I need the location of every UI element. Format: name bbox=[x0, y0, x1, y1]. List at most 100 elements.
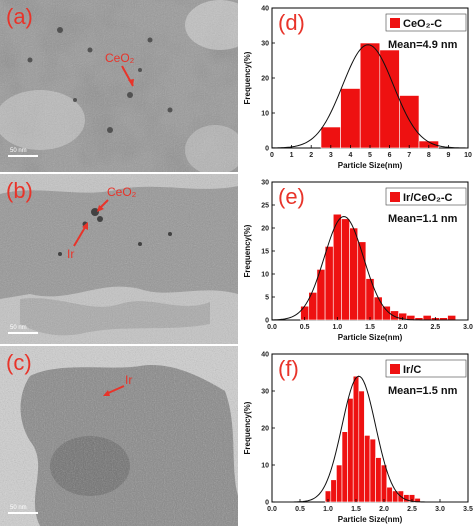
tem-label-ir-b: Ir bbox=[67, 247, 74, 261]
tem-tag-c: (c) bbox=[6, 350, 32, 375]
y-tick-label: 40 bbox=[261, 6, 269, 13]
histogram-bar bbox=[341, 431, 348, 503]
histogram-bar bbox=[373, 296, 383, 321]
legend-swatch bbox=[390, 192, 400, 202]
histogram-bar bbox=[340, 88, 361, 149]
histogram-bar bbox=[386, 486, 393, 503]
x-tick-label: 9 bbox=[446, 152, 450, 159]
mean-annotation: Mean=1.1 nm bbox=[388, 213, 458, 225]
histogram-f: 0.0 0.5 1.0 1.5 2.0 2.5 3.0 3.5 0 10 20 30 40 Particl… bbox=[240, 346, 474, 526]
histogram-e-svg: 0.0 0.5 1.0 1.5 2.0 2.5 3.0 0 5 10 15 20 25 30 Particl… bbox=[243, 180, 473, 343]
x-tick-label: 3.0 bbox=[435, 506, 445, 513]
x-tick-label: 7 bbox=[407, 152, 411, 159]
x-axis-title: Particle Size(nm) bbox=[338, 333, 403, 342]
mean-annotation: Mean=4.9 nm bbox=[388, 39, 458, 51]
histogram-bar bbox=[358, 390, 365, 503]
scale-text-a: 50 nm bbox=[10, 148, 27, 154]
histogram-f-svg: 0.0 0.5 1.0 1.5 2.0 2.5 3.0 3.5 0 10 20 30 40 Particl… bbox=[243, 352, 473, 525]
arrow-ir-c bbox=[105, 385, 125, 395]
y-tick-label: 30 bbox=[261, 180, 269, 187]
histogram-d-svg: 0 1 2 3 4 5 6 7 8 9 10 0 10 20 30 40 Particle Size(nm) Fr… bbox=[243, 6, 472, 171]
y-tick-label: 0 bbox=[265, 500, 269, 507]
scale-text-b: 50 nm bbox=[10, 325, 27, 331]
legend-label: CeO₂-C bbox=[403, 18, 442, 30]
y-tick-label: 5 bbox=[265, 295, 269, 302]
histogram-bar bbox=[347, 398, 354, 503]
panel-tag: (d) bbox=[278, 10, 305, 35]
histogram-bar bbox=[320, 126, 341, 149]
x-tick-label: 5 bbox=[368, 152, 372, 159]
y-tick-label: 15 bbox=[261, 249, 269, 256]
y-tick-label: 40 bbox=[261, 352, 269, 359]
gaussian-fit-curve bbox=[272, 375, 468, 503]
x-tick-label: 1.5 bbox=[351, 506, 361, 513]
x-tick-label: 2.0 bbox=[398, 324, 408, 331]
panel-tag: (e) bbox=[278, 184, 305, 209]
y-axis-title: Frequency(%) bbox=[243, 51, 252, 104]
x-tick-label: 1.0 bbox=[323, 506, 333, 513]
x-axis-title: Particle Size(nm) bbox=[338, 515, 403, 524]
x-tick-label: 1.0 bbox=[332, 324, 342, 331]
legend-box bbox=[385, 13, 467, 32]
scale-text-c: 50 nm bbox=[10, 505, 27, 511]
y-tick-label: 30 bbox=[261, 41, 269, 48]
tem-image-c: (c) Ir 50 nm bbox=[0, 346, 238, 526]
x-tick-label: 10 bbox=[464, 152, 472, 159]
y-tick-label: 30 bbox=[261, 389, 269, 396]
scale-bar-b bbox=[8, 332, 38, 334]
x-tick-label: 8 bbox=[427, 152, 431, 159]
tem-label-ir-c: Ir bbox=[125, 373, 132, 387]
x-tick-label: 0.5 bbox=[295, 506, 305, 513]
legend-swatch bbox=[390, 364, 400, 374]
x-tick-label: 0.5 bbox=[300, 324, 310, 331]
x-tick-label: 2.5 bbox=[407, 506, 417, 513]
y-tick-label: 20 bbox=[261, 426, 269, 433]
x-tick-label: 2.5 bbox=[430, 324, 440, 331]
histogram-bar bbox=[380, 464, 388, 503]
x-tick-label: 1 bbox=[290, 152, 294, 159]
histogram-bar bbox=[332, 213, 342, 321]
panel-tag: (f) bbox=[278, 356, 299, 381]
histogram-bar bbox=[349, 227, 359, 321]
tem-tag-a: (a) bbox=[6, 4, 33, 29]
x-tick-label: 3.5 bbox=[463, 506, 473, 513]
y-tick-label: 10 bbox=[261, 111, 269, 118]
y-axis-title: Frequency(%) bbox=[243, 401, 252, 454]
histogram-bar bbox=[399, 95, 420, 149]
histogram-bar bbox=[369, 438, 376, 503]
histogram-bar bbox=[336, 464, 343, 503]
x-tick-label: 0 bbox=[270, 152, 274, 159]
histogram-e: 0.0 0.5 1.0 1.5 2.0 2.5 3.0 0 5 10 15 20 25 30 Particl… bbox=[240, 174, 474, 344]
histogram-bar bbox=[375, 457, 382, 503]
tem-tag-b: (b) bbox=[6, 178, 33, 203]
x-tick-label: 6 bbox=[388, 152, 392, 159]
histogram-bar bbox=[341, 218, 350, 321]
histogram-bar bbox=[379, 49, 400, 149]
histogram-d: 0 1 2 3 4 5 6 7 8 9 10 0 10 20 30 40 Particle Size(nm) Fr… bbox=[240, 0, 474, 172]
y-tick-label: 25 bbox=[261, 203, 269, 210]
x-tick-label: 3 bbox=[329, 152, 333, 159]
legend-swatch bbox=[390, 18, 400, 28]
arrow-head-ir-c bbox=[103, 390, 110, 396]
tem-image-b: (b) CeO₂ Ir 50 nm bbox=[0, 174, 238, 344]
gaussian-fit-curve bbox=[271, 44, 469, 149]
y-tick-label: 10 bbox=[261, 272, 269, 279]
x-tick-label: 4 bbox=[348, 152, 352, 159]
y-tick-label: 0 bbox=[265, 318, 269, 325]
arrow-head-ceo2-a bbox=[128, 79, 134, 86]
y-tick-label: 20 bbox=[261, 226, 269, 233]
x-tick-label: 2 bbox=[309, 152, 313, 159]
y-tick-label: 0 bbox=[265, 146, 269, 153]
x-tick-label: 0.0 bbox=[267, 324, 277, 331]
scale-bar-a bbox=[8, 155, 38, 157]
x-axis-title: Particle Size(nm) bbox=[338, 161, 403, 170]
histogram-bar bbox=[359, 42, 381, 149]
legend-box bbox=[385, 187, 467, 206]
arrow-head-ceo2-b bbox=[97, 205, 104, 212]
arrow-head-ir-b bbox=[82, 222, 88, 230]
legend-box bbox=[385, 359, 467, 378]
tem-label-ceo2-b: CeO₂ bbox=[107, 185, 137, 199]
y-axis-title: Frequency(%) bbox=[243, 224, 252, 277]
x-tick-label: 2.0 bbox=[379, 506, 389, 513]
histogram-bar bbox=[390, 310, 399, 321]
